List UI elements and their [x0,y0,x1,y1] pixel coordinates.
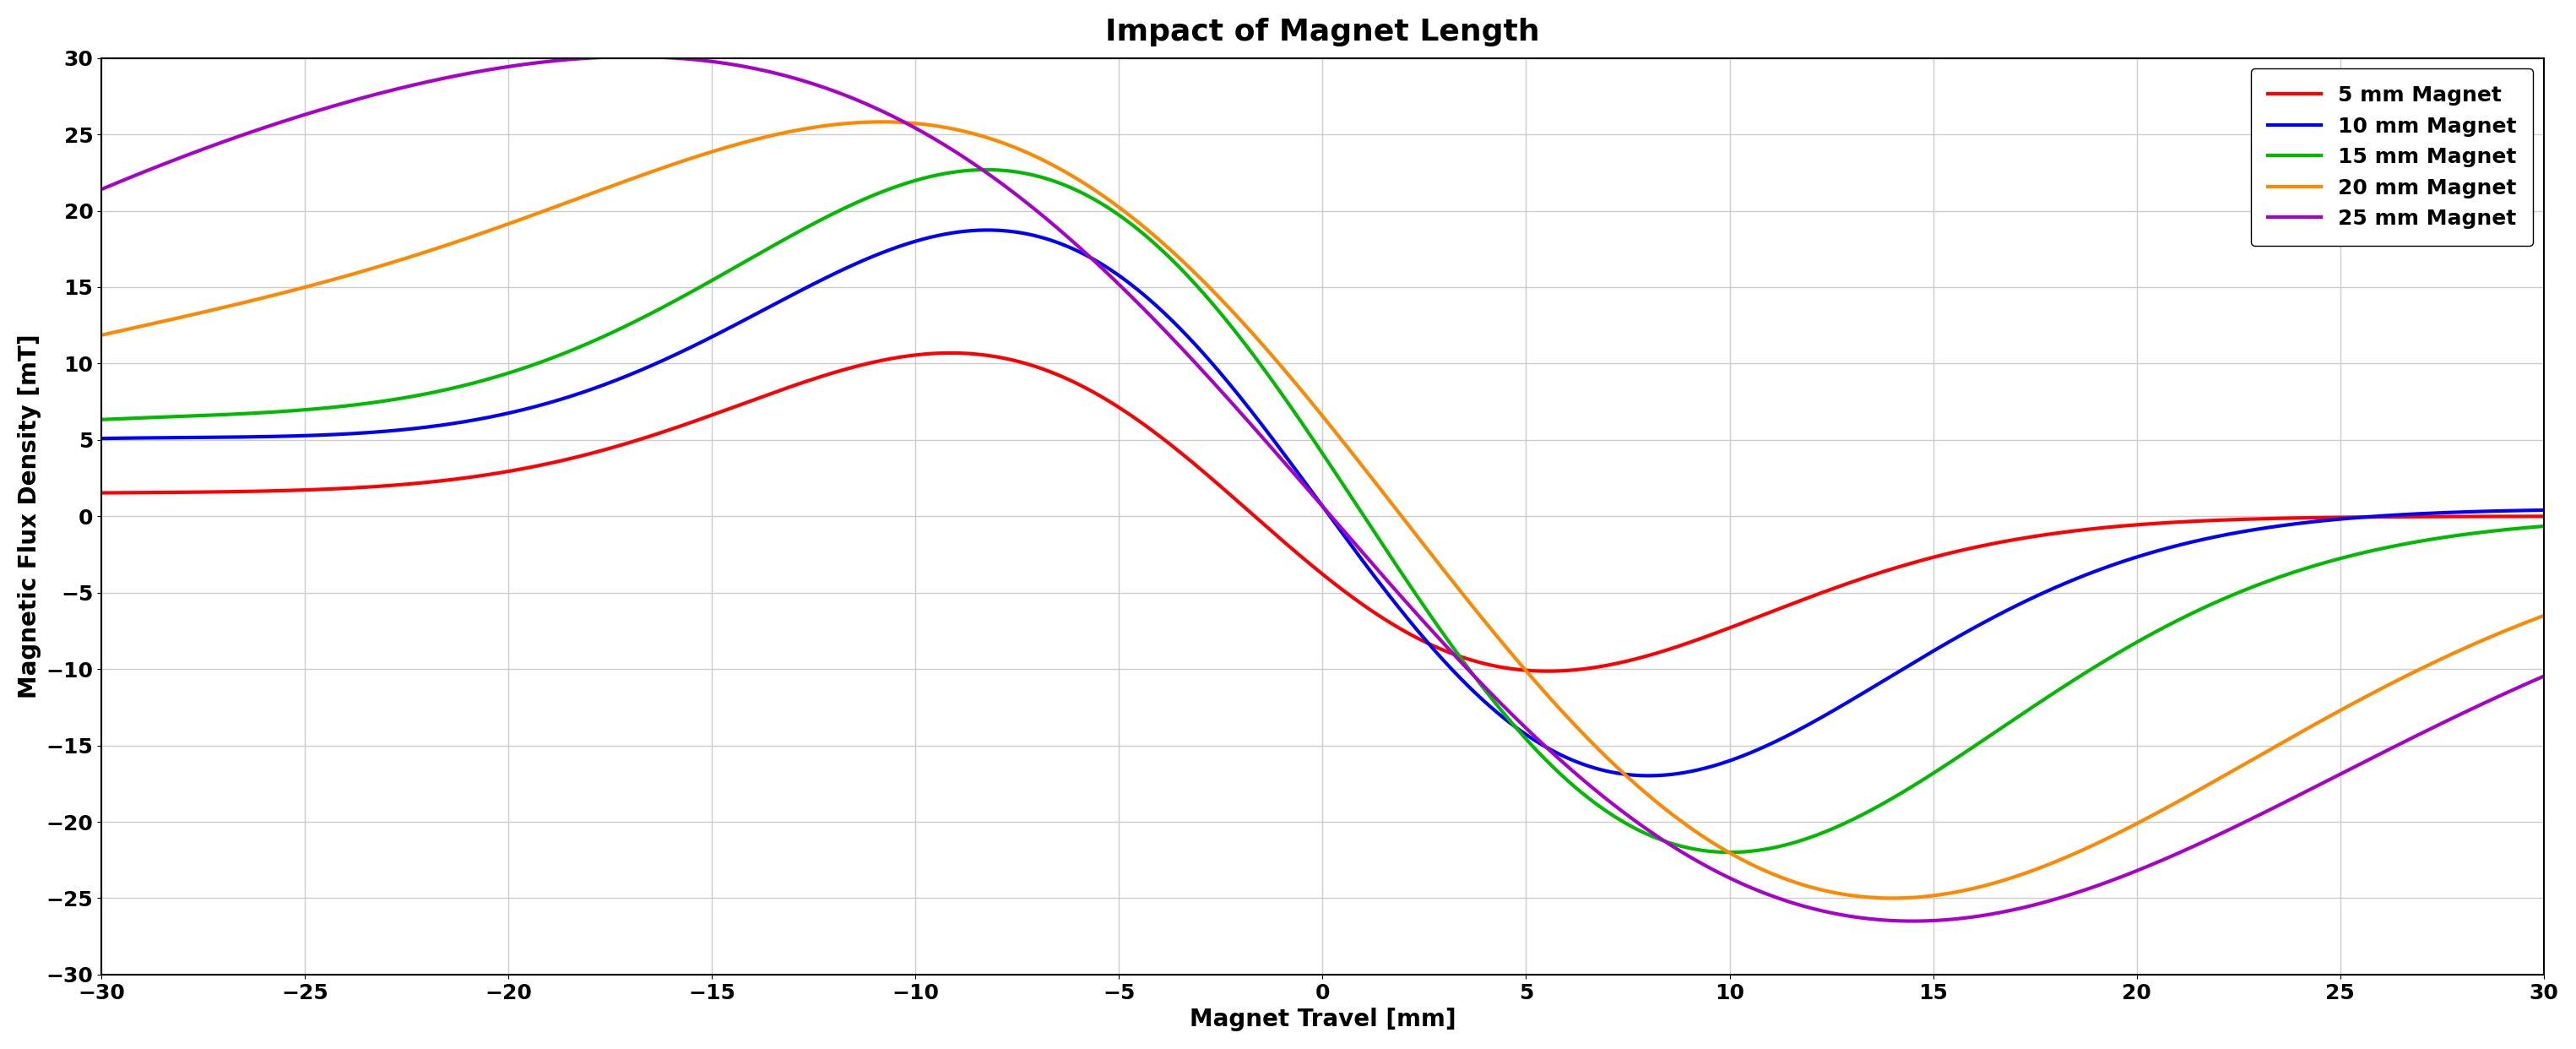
25 mm Magnet [2527,670,2558,683]
10 mm Magnet [510,403,541,415]
Line: 10 mm Magnet: 10 mm Magnet [100,230,2543,775]
20 mm Magnet [1023,152,1054,165]
10 mm Magnet [2218,527,2249,539]
10 mm Magnet [971,223,1002,236]
Line: 5 mm Magnet: 5 mm Magnet [100,352,2543,671]
Line: 15 mm Magnet: 15 mm Magnet [100,170,2543,852]
15 mm Magnet [971,164,1002,176]
15 mm Magnet [1023,170,1054,183]
10 mm Magnet [2481,505,2512,517]
25 mm Magnet [85,183,116,195]
Title: Impact of Magnet Length: Impact of Magnet Length [1105,18,1540,46]
5 mm Magnet [363,480,394,493]
X-axis label: Magnet Travel [mm]: Magnet Travel [mm] [1190,1008,1455,1031]
5 mm Magnet [2218,513,2249,526]
Y-axis label: Magnetic Flux Density [mT]: Magnetic Flux Density [mT] [18,334,41,699]
15 mm Magnet [363,395,394,408]
15 mm Magnet [1713,845,1744,858]
15 mm Magnet [1128,229,1159,241]
15 mm Magnet [510,362,541,374]
5 mm Magnet [510,462,541,474]
15 mm Magnet [2218,588,2249,601]
10 mm Magnet [1128,290,1159,302]
Line: 20 mm Magnet: 20 mm Magnet [100,122,2543,898]
5 mm Magnet [85,487,116,499]
10 mm Magnet [1023,231,1054,243]
15 mm Magnet [85,413,116,426]
20 mm Magnet [510,212,541,224]
20 mm Magnet [2218,764,2249,776]
25 mm Magnet [2218,821,2249,834]
20 mm Magnet [2527,609,2558,622]
5 mm Magnet [1023,361,1054,373]
20 mm Magnet [1878,892,1909,904]
20 mm Magnet [363,260,394,273]
25 mm Magnet [1023,207,1054,219]
Line: 25 mm Magnet: 25 mm Magnet [100,57,2543,921]
20 mm Magnet [866,115,896,128]
25 mm Magnet [618,50,649,63]
20 mm Magnet [85,328,116,341]
20 mm Magnet [2481,627,2512,640]
10 mm Magnet [85,432,116,445]
25 mm Magnet [2481,690,2512,703]
15 mm Magnet [2527,520,2558,533]
25 mm Magnet [1896,915,1927,927]
5 mm Magnet [2481,510,2512,522]
20 mm Magnet [1128,221,1159,234]
10 mm Magnet [1633,769,1664,782]
5 mm Magnet [1533,665,1564,678]
5 mm Magnet [1128,419,1159,431]
10 mm Magnet [363,426,394,438]
10 mm Magnet [2527,504,2558,516]
25 mm Magnet [510,58,541,70]
25 mm Magnet [1128,303,1159,316]
25 mm Magnet [363,87,394,100]
5 mm Magnet [935,346,966,359]
5 mm Magnet [2527,510,2558,522]
15 mm Magnet [2481,524,2512,537]
Legend: 5 mm Magnet, 10 mm Magnet, 15 mm Magnet, 20 mm Magnet, 25 mm Magnet: 5 mm Magnet, 10 mm Magnet, 15 mm Magnet,… [2251,68,2532,245]
